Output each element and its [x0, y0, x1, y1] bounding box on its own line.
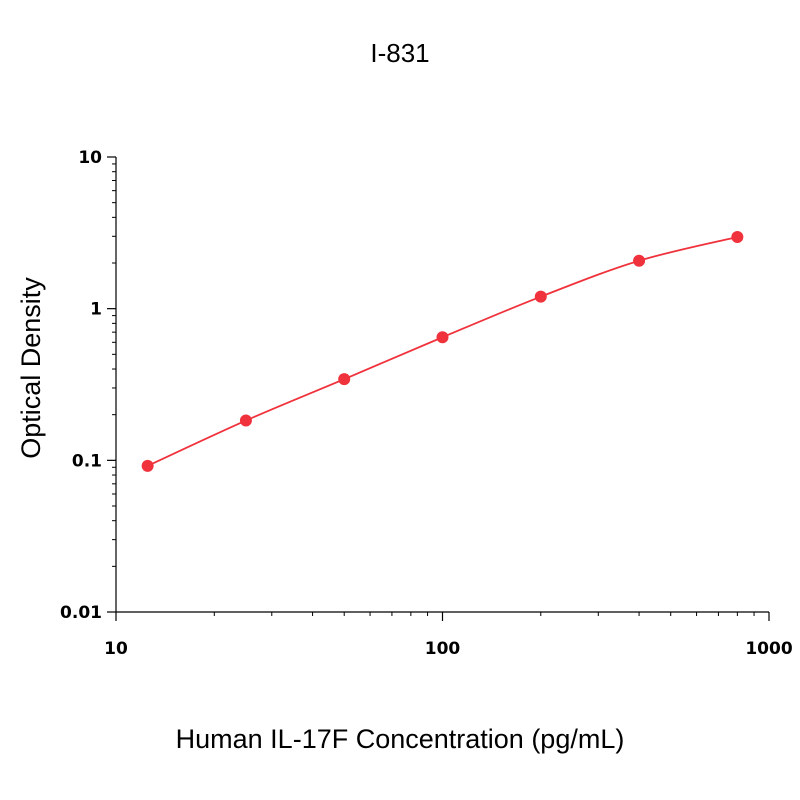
y-axis-label: Optical Density	[16, 277, 46, 459]
y-tick-label: 0.1	[72, 451, 102, 471]
x-axis: 10 100 1000	[104, 611, 793, 659]
x-tick-label: 1000	[745, 639, 792, 659]
x-tick-label: 100	[425, 639, 461, 659]
plot-area	[141, 230, 744, 472]
data-point	[239, 414, 252, 427]
chart-title: I-831	[370, 38, 429, 68]
y-axis: 0.01 0.1 1 10	[60, 148, 117, 623]
data-point	[633, 254, 646, 267]
x-tick-label: 10	[104, 639, 128, 659]
fit-curve	[147, 236, 738, 467]
data-point	[338, 373, 351, 386]
y-tick-label: 10	[78, 148, 102, 168]
data-point	[436, 331, 449, 344]
data-point	[731, 230, 744, 243]
y-tick-label: 0.01	[60, 603, 102, 623]
x-axis-label: Human IL-17F Concentration (pg/mL)	[176, 724, 625, 754]
data-point	[141, 459, 154, 472]
data-point	[534, 290, 547, 303]
y-tick-label: 1	[90, 300, 102, 320]
